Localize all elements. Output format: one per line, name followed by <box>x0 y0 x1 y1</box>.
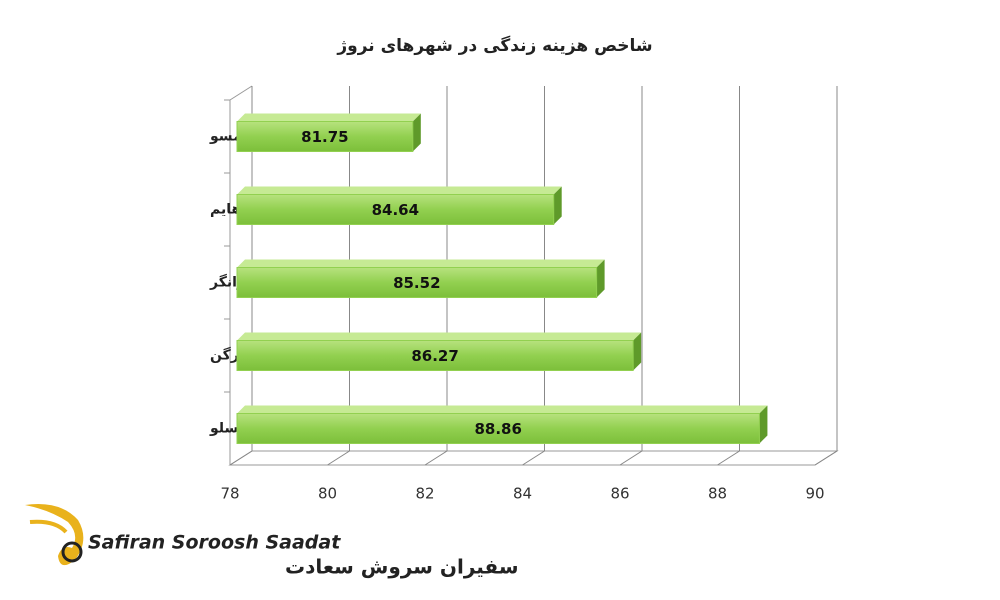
logo: Safiran Soroosh Saadat سفیران سروش سعادت <box>25 504 519 579</box>
bar-front <box>236 194 555 225</box>
logo-persian: سفیران سروش سعادت <box>285 555 519 579</box>
value-label: 86.27 <box>411 347 458 365</box>
bar-front <box>236 267 598 298</box>
x-tick-label: 80 <box>318 485 337 503</box>
bar <box>236 332 642 371</box>
bar-side <box>412 113 421 152</box>
bar-side <box>553 186 562 225</box>
chart-title: شاخص هزینه زندگی در شهرهای نروژ <box>336 35 652 56</box>
logo-icon <box>29 519 68 534</box>
x-tick-label: 88 <box>708 485 727 503</box>
bar-top <box>237 332 642 341</box>
x-tick-label: 78 <box>220 485 239 503</box>
bar-top <box>237 405 768 414</box>
value-label: 84.64 <box>372 201 419 219</box>
bar-side <box>596 259 605 298</box>
logo-icon <box>25 504 84 566</box>
grid-line <box>717 86 740 466</box>
logo-icon <box>61 541 83 563</box>
bar-front <box>236 121 414 152</box>
y-tick-label: برگن <box>210 347 245 364</box>
grid-line <box>814 86 838 466</box>
bar-top <box>237 113 421 122</box>
x-tick-label: 84 <box>513 485 532 503</box>
bar-side <box>759 405 768 444</box>
bar <box>236 186 562 225</box>
x-tick-label: 86 <box>610 485 629 503</box>
bar-top <box>237 186 562 195</box>
value-label: 81.75 <box>301 128 348 146</box>
value-label: 85.52 <box>393 274 440 292</box>
x-tick-label: 82 <box>415 485 434 503</box>
bar-top <box>237 259 605 268</box>
value-label: 88.86 <box>474 420 521 438</box>
grid-line <box>619 86 643 466</box>
bar-front <box>236 340 634 371</box>
bar <box>236 259 605 298</box>
bar-front <box>236 413 760 444</box>
bar <box>236 405 768 444</box>
x-tick-label: 90 <box>805 485 824 503</box>
bar <box>236 113 421 152</box>
bar-side <box>633 332 642 371</box>
logo-latin: Safiran Soroosh Saadat <box>88 532 341 554</box>
